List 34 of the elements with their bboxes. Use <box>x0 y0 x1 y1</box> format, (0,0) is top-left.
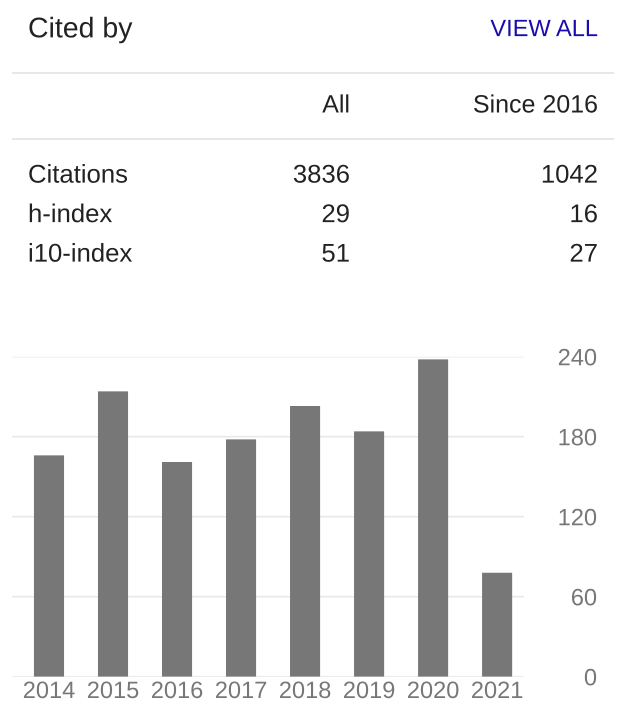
x-tick-label: 2015 <box>88 681 138 698</box>
bar <box>34 455 64 677</box>
text: Since 2016 <box>474 94 597 113</box>
y-tick-label: 240 <box>558 348 596 366</box>
bar <box>290 406 320 677</box>
x-tick-label: 2020 <box>408 681 458 698</box>
category-label: h-index <box>30 204 112 222</box>
data-label: 1042 <box>542 164 597 183</box>
y-tick-label: 180 <box>559 428 596 446</box>
x-tick-label: 2019 <box>344 681 394 698</box>
text: Cited by <box>29 16 132 44</box>
category-label: i10-index <box>30 243 132 262</box>
text: All <box>322 94 348 112</box>
bar <box>98 391 128 677</box>
bar <box>482 572 512 677</box>
data-label: 27 <box>570 244 597 262</box>
y-tick-label: 0 <box>584 668 596 686</box>
category-label: Citations <box>29 164 128 183</box>
bar <box>418 359 448 677</box>
data-label: 29 <box>322 204 349 222</box>
bar <box>354 431 384 677</box>
data-label: 51 <box>322 244 349 262</box>
bar <box>162 462 192 677</box>
x-tick-label: 2014 <box>24 681 75 698</box>
y-tick-label: 120 <box>559 508 596 526</box>
x-tick-label: 2017 <box>216 681 266 698</box>
y-tick-label: 60 <box>572 588 596 606</box>
text: VIEW ALL <box>490 20 598 36</box>
x-tick-label: 2018 <box>280 681 330 698</box>
data-label: 16 <box>571 204 597 222</box>
bar <box>226 439 256 677</box>
x-tick-label: 2021 <box>472 681 522 698</box>
x-tick-label: 2016 <box>152 681 202 698</box>
data-label: 3836 <box>294 164 349 183</box>
